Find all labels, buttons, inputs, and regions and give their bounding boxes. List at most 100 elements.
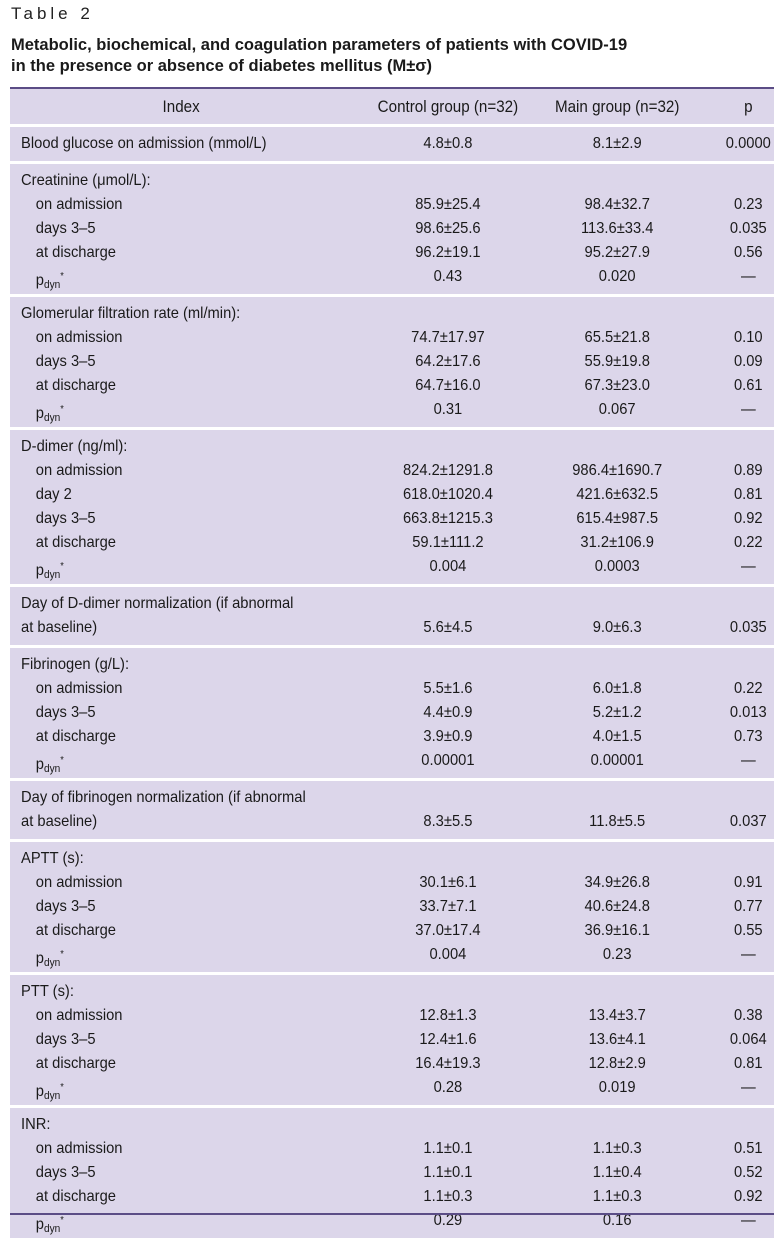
group-separator [10,839,774,842]
control-value: 12.8±1.3 [419,1007,477,1024]
column-header-control: Control group (n=32) [377,98,519,116]
main-value: 95.2±27.9 [584,244,650,261]
control-value: 30.1±6.1 [419,874,477,891]
control-value: 0.004 [429,558,467,575]
table-group: Glomerular filtration rate (ml/min): on a… [10,297,774,427]
control-value: 5.6±4.5 [423,619,473,636]
table-row: Glomerular filtration rate (ml/min): [10,302,774,326]
main-value: 0.0003 [594,558,640,575]
table-row: Blood glucose on admission (mmol/L) 4.8±0… [10,132,774,156]
group-separator [10,124,774,127]
group-separator [10,161,774,164]
table-row: Creatinine (μmol/L): [10,169,774,193]
table-row: pdyn* 0.00001 0.00001 — [10,749,774,775]
group-separator [10,584,774,587]
group-separator [10,1105,774,1108]
table-label: Table 2 [11,4,94,23]
table-row: on admission 85.9±25.4 98.4±32.7 0.23 [10,193,774,217]
row-label: Day of D-dimer normalization (if abnorma… [21,595,294,612]
table-row: INR: [10,1113,774,1137]
p-value: 0.22 [733,534,763,551]
control-value: 1.1±0.1 [423,1140,473,1157]
table-row: days 3–5 663.8±1215.3 615.4±987.5 0.92 [10,507,774,531]
main-value: 11.8±5.5 [589,813,646,830]
main-value: 615.4±987.5 [576,510,659,527]
p-value: — [740,1079,756,1096]
control-value: 1.1±0.3 [423,1188,473,1205]
main-value: 36.9±16.1 [584,922,650,939]
pdyn-label: pdyn* [35,1082,64,1102]
p-value: 0.81 [733,1055,763,1072]
table-row: at discharge 3.9±0.9 4.0±1.5 0.73 [10,725,774,749]
table-row: at discharge 1.1±0.3 1.1±0.3 0.92 [10,1185,774,1209]
table-group: Fibrinogen (g/L): on admission 5.5±1.6 6.0±… [10,648,774,778]
p-value: 0.77 [733,898,763,915]
row-label: on admission [35,1140,123,1157]
table-row: D-dimer (ng/ml): [10,435,774,459]
control-value: 3.9±0.9 [423,728,473,745]
p-value: 0.89 [733,462,763,479]
p-value: — [740,558,756,575]
p-value: — [740,752,756,769]
control-value: 98.6±25.6 [415,220,481,237]
p-value: 0.23 [733,196,763,213]
table-row: pdyn* 0.43 0.020 — [10,265,774,291]
main-value: 0.16 [602,1212,632,1229]
control-value: 59.1±111.2 [412,534,484,551]
main-value: 0.019 [598,1079,636,1096]
main-value: 1.1±0.3 [592,1140,642,1157]
p-value: 0.92 [733,1188,763,1205]
pdyn-label: pdyn* [35,561,64,581]
main-value: 8.1±2.9 [592,135,642,152]
control-value: 0.004 [429,946,467,963]
main-value: 113.6±33.4 [580,220,654,237]
row-label: on admission [35,1007,123,1024]
table-row: at discharge 59.1±111.2 31.2±106.9 0.22 [10,531,774,555]
control-value: 16.4±19.3 [415,1055,481,1072]
control-value: 74.7±17.97 [411,329,485,346]
main-value: 65.5±21.8 [584,329,650,346]
control-value: 96.2±19.1 [415,244,481,261]
main-value: 1.1±0.4 [592,1164,642,1181]
main-value: 1.1±0.3 [592,1188,642,1205]
pdyn-label: pdyn* [35,404,64,424]
table-caption: Metabolic, biochemical, and coagulation … [11,35,771,77]
pdyn-label: pdyn* [35,949,64,969]
p-value: 0.035 [729,220,767,237]
pdyn-label: pdyn* [35,271,64,291]
row-label: PTT (s): [21,983,74,1000]
p-value: 0.09 [733,353,763,370]
row-label: day 2 [35,486,72,503]
row-label: days 3–5 [35,898,96,915]
table-row: on admission 1.1±0.1 1.1±0.3 0.51 [10,1137,774,1161]
table-row: Fibrinogen (g/L): [10,653,774,677]
control-value: 4.4±0.9 [423,704,473,721]
pdyn-label: pdyn* [35,755,64,775]
row-label: days 3–5 [35,220,96,237]
control-value: 37.0±17.4 [415,922,481,939]
table-row: at discharge 16.4±19.3 12.8±2.9 0.81 [10,1052,774,1076]
control-value: 0.31 [433,401,463,418]
main-value: 0.020 [598,268,636,285]
main-value: 986.4±1690.7 [572,462,663,479]
table-row: days 3–5 33.7±7.1 40.6±24.8 0.77 [10,895,774,919]
control-value: 0.43 [433,268,463,285]
table-row: on admission 74.7±17.97 65.5±21.8 0.10 [10,326,774,350]
row-label: at discharge [35,244,116,261]
row-label: at baseline) [21,619,98,636]
table-row: on admission 12.8±1.3 13.4±3.7 0.38 [10,1004,774,1028]
main-value: 13.4±3.7 [588,1007,646,1024]
main-value: 67.3±23.0 [584,377,650,394]
main-value: 0.23 [602,946,632,963]
row-label: APTT (s): [21,850,84,867]
group-separator [10,427,774,430]
row-label: at discharge [35,922,116,939]
row-label: at discharge [35,377,116,394]
control-value: 5.5±1.6 [423,680,473,697]
row-label: Blood glucose on admission (mmol/L) [21,135,267,152]
table-row: at baseline) 5.6±4.5 9.0±6.3 0.035 [10,616,774,640]
control-value: 4.8±0.8 [423,135,473,152]
main-value: 31.2±106.9 [580,534,654,551]
column-header-index: Index [162,98,200,116]
main-value: 421.6±632.5 [576,486,659,503]
